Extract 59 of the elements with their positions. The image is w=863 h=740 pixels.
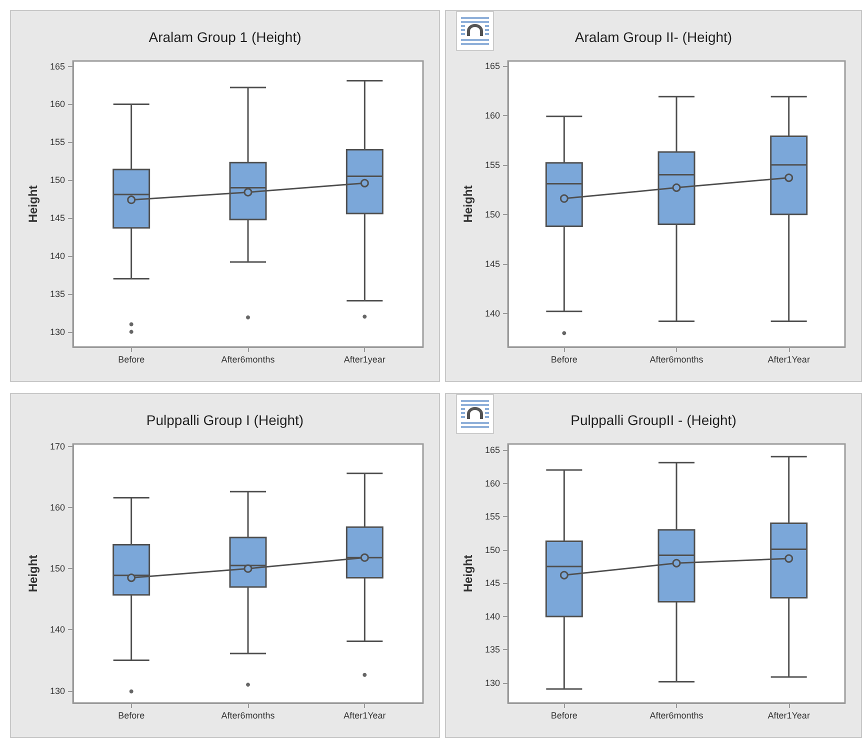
y-tick-label: 160 — [484, 110, 500, 120]
y-tick-label: 140 — [50, 250, 65, 261]
point — [560, 570, 568, 580]
y-tick-label: 145 — [484, 578, 500, 588]
point — [560, 194, 568, 203]
y-tick-label: 160 — [50, 502, 65, 513]
point — [360, 553, 369, 562]
y-tick-label: 150 — [50, 564, 65, 574]
y-axis-title: Height — [26, 554, 40, 592]
y-axis-title: Height — [461, 185, 475, 223]
y-tick-label: 165 — [484, 444, 500, 455]
y-tick-label: 145 — [50, 213, 65, 224]
y-tick-label: 135 — [50, 288, 65, 299]
y-tick-label: 155 — [50, 137, 65, 148]
y-tick-label: 155 — [484, 512, 500, 522]
y-tick-label: 140 — [484, 611, 500, 622]
y-tick-label: 150 — [484, 209, 500, 220]
y-axis-title: Height — [26, 185, 40, 223]
point — [244, 564, 252, 573]
x-tick-label: After1Year — [344, 710, 386, 720]
x-tick-label: Before — [550, 710, 578, 720]
x-tick-label: After1Year — [768, 710, 810, 720]
point — [784, 554, 794, 563]
y-tick-label: 150 — [484, 544, 500, 555]
chart-title: Aralam Group 1 (Height) — [148, 29, 302, 45]
point — [672, 558, 681, 568]
x-tick-label: After1year — [344, 354, 386, 364]
y-tick-label: 130 — [484, 678, 500, 688]
chart-title: Pulppalli GroupII - (Height) — [570, 412, 736, 428]
y-tick-label: 145 — [484, 258, 500, 269]
x-tick-label: After6months — [221, 710, 276, 720]
y-tick-label: 165 — [50, 61, 65, 72]
chart-title: Aralam Group II- (Height) — [574, 29, 732, 45]
x-tick-label: Before — [550, 354, 578, 364]
y-tick-label: 140 — [50, 624, 65, 635]
point — [127, 574, 136, 582]
x-tick-label: Before — [118, 354, 145, 364]
y-tick-label: 150 — [50, 175, 65, 186]
point — [360, 178, 369, 188]
x-tick-label: Before — [118, 710, 145, 720]
y-tick-label: 140 — [484, 308, 500, 318]
y-tick-label: 130 — [50, 326, 65, 337]
point — [784, 174, 794, 182]
point — [672, 183, 681, 192]
y-tick-label: 135 — [484, 644, 500, 655]
x-tick-label: After6months — [650, 710, 704, 720]
y-tick-label: 155 — [484, 160, 500, 170]
y-tick-label: 170 — [50, 441, 65, 452]
y-tick-label: 160 — [484, 478, 500, 488]
chart-title: Pulppalli Group I (Height) — [146, 412, 304, 428]
x-tick-label: After1Year — [768, 354, 810, 364]
y-axis-title: Height — [461, 554, 475, 592]
y-tick-label: 160 — [50, 99, 65, 110]
y-tick-label: 165 — [484, 60, 500, 71]
y-tick-label: 130 — [50, 686, 65, 696]
point — [127, 196, 136, 204]
x-tick-label: After6months — [650, 354, 704, 364]
point — [244, 188, 252, 196]
x-tick-label: After6months — [221, 354, 276, 364]
